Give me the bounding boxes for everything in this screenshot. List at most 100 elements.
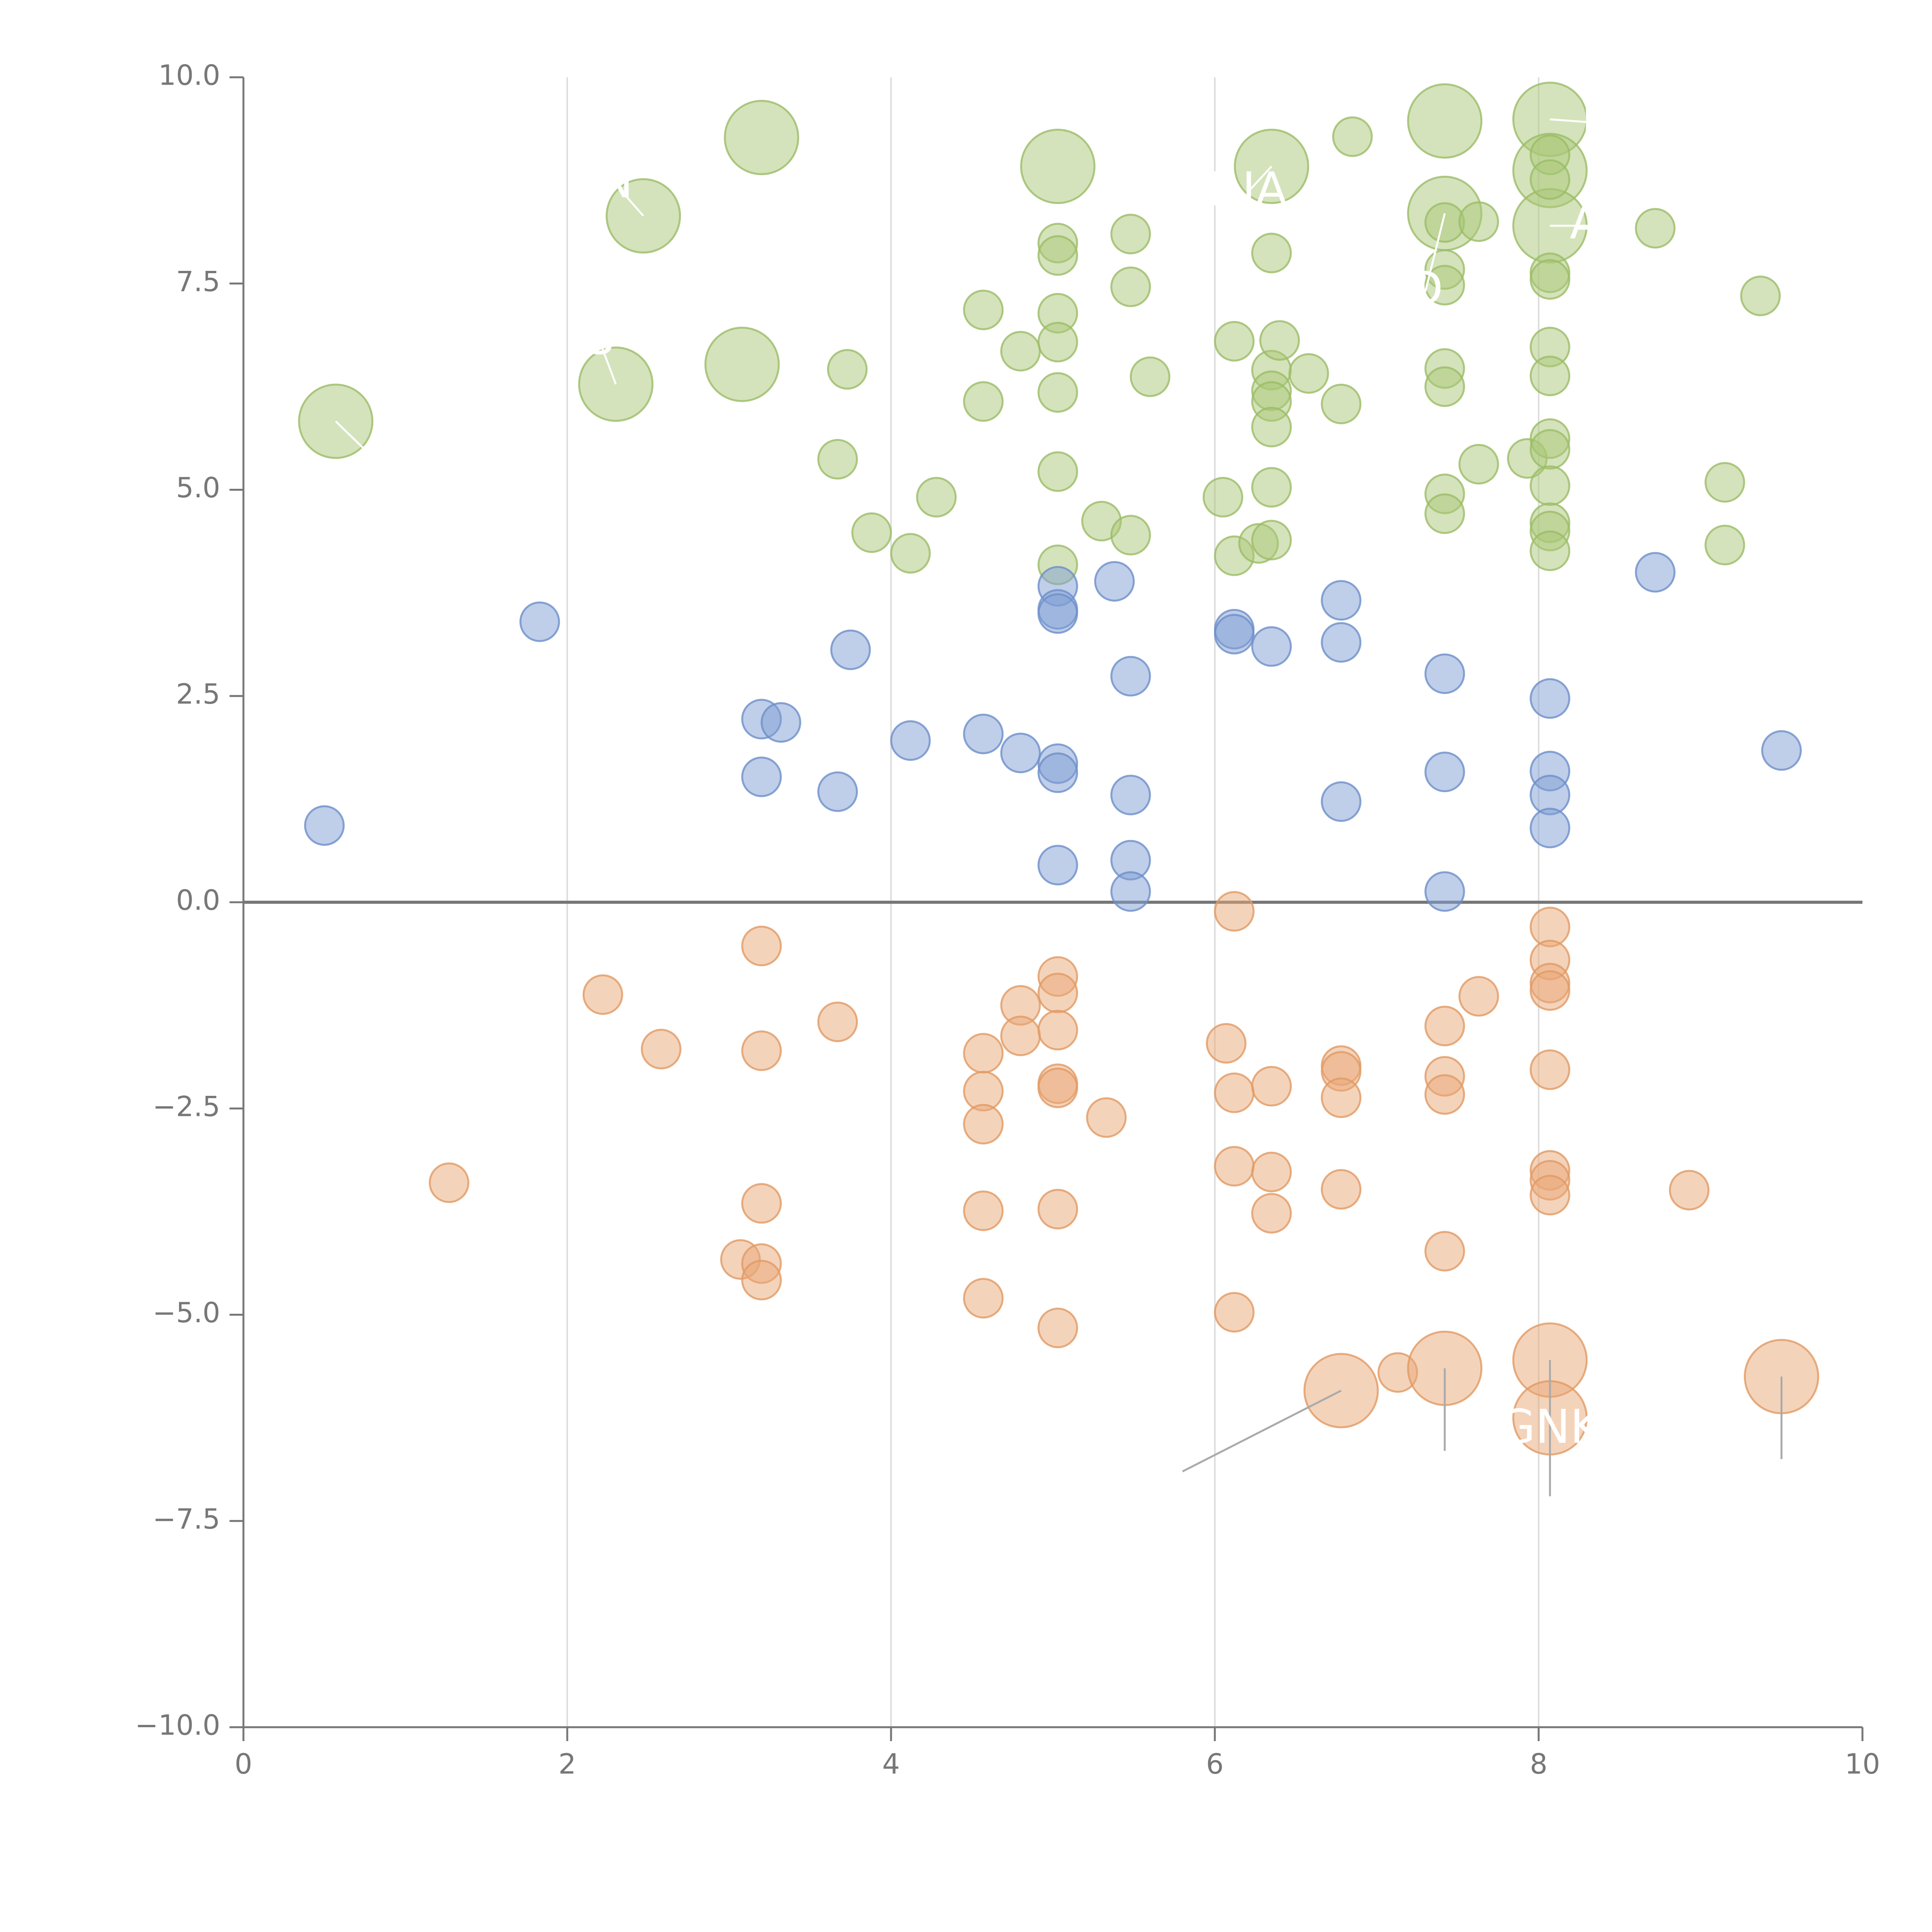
data-point [741, 756, 782, 797]
data-point [1407, 83, 1483, 159]
data-point [1424, 871, 1465, 912]
data-point [963, 1278, 1004, 1319]
data-point [963, 1190, 1004, 1231]
point-label: N [599, 155, 633, 208]
x-tick-label: 2 [558, 1748, 576, 1780]
data-point [1037, 973, 1078, 1014]
data-point [641, 1029, 682, 1070]
data-points [298, 82, 1819, 1456]
data-point [1704, 462, 1745, 503]
data-point [429, 1162, 469, 1203]
data-point [1110, 266, 1151, 307]
data-point [1321, 1169, 1362, 1210]
data-point [1321, 781, 1362, 822]
data-point [1020, 129, 1096, 204]
x-tick-label: 8 [1530, 1748, 1548, 1780]
data-point [1129, 356, 1170, 397]
data-point [1251, 1151, 1292, 1192]
data-point [1529, 1175, 1570, 1216]
data-point [963, 1033, 1004, 1074]
data-point [1529, 678, 1570, 719]
data-point [1251, 406, 1292, 447]
x-tick-label: 10 [1845, 1748, 1880, 1780]
data-point [963, 381, 1004, 422]
data-point [1529, 970, 1570, 1011]
data-point [519, 601, 560, 642]
y-tick-label: −5.0 [153, 1296, 220, 1329]
data-point [1251, 467, 1292, 508]
data-point [1704, 525, 1745, 566]
data-point [1424, 202, 1465, 243]
data-point [1458, 444, 1499, 485]
data-point [1424, 1005, 1465, 1046]
data-point [1110, 656, 1151, 697]
data-point [1259, 320, 1300, 361]
data-point [1321, 383, 1362, 424]
axes: 10.0 7.5 5.0 2.5 0.0 −2.5 −5.0 −7.5 −10.0 0 2 4 6 8 10 [135, 59, 1880, 1780]
data-point [1321, 580, 1362, 621]
leader-line [615, 184, 644, 217]
y-tick-label: 10.0 [158, 59, 220, 92]
data-point [1529, 159, 1570, 200]
data-point [890, 720, 931, 761]
data-point [1761, 730, 1802, 771]
data-point [1251, 1066, 1292, 1107]
data-point [1251, 520, 1292, 561]
point-label: D [1407, 262, 1443, 316]
leader-line [599, 341, 617, 385]
data-point [760, 702, 801, 743]
data-point [1110, 214, 1151, 255]
data-point [1529, 259, 1570, 300]
data-point [1251, 233, 1292, 274]
data-point [963, 1104, 1004, 1145]
data-point [1740, 276, 1781, 316]
y-tick-label: −10.0 [135, 1709, 220, 1742]
data-point [1635, 552, 1676, 593]
data-point [1635, 208, 1676, 249]
data-point [827, 349, 868, 390]
point-label: INA [1207, 163, 1287, 217]
data-point [963, 289, 1004, 330]
data-point [1110, 774, 1151, 815]
x-tick-label: 4 [882, 1748, 900, 1780]
data-point [1321, 622, 1362, 663]
data-point [1424, 653, 1465, 694]
data-point [1037, 845, 1078, 886]
data-point [890, 533, 931, 574]
data-point [1206, 1023, 1247, 1064]
data-point [851, 512, 892, 553]
data-point [1251, 626, 1292, 667]
y-tick-label: 7.5 [176, 265, 220, 298]
data-point [1288, 353, 1329, 394]
point-label: B [373, 444, 405, 497]
data-point [817, 771, 858, 812]
data-point [1332, 116, 1373, 157]
data-point [1214, 1072, 1255, 1113]
data-point [1529, 355, 1570, 396]
data-point [1321, 1077, 1362, 1118]
data-point [1037, 1308, 1078, 1349]
data-point [582, 974, 623, 1015]
y-tick-label: −7.5 [153, 1503, 220, 1535]
data-point [1424, 1231, 1465, 1272]
y-tick-label: 0.0 [176, 884, 220, 917]
data-point [1669, 1170, 1710, 1211]
data-point [1251, 1193, 1292, 1234]
y-tick-label: 2.5 [176, 678, 220, 710]
data-point [1529, 465, 1570, 506]
data-point [1037, 1010, 1078, 1051]
data-point [1529, 530, 1570, 571]
data-point [1086, 1097, 1127, 1138]
data-point [704, 327, 780, 402]
leader-line [1424, 213, 1446, 292]
data-point [916, 477, 957, 518]
point-label: GNK [1500, 1400, 1602, 1454]
x-tick-label: 6 [1206, 1748, 1224, 1780]
y-tick-label: 5.0 [176, 471, 220, 504]
data-point [1529, 808, 1570, 849]
data-point [1424, 752, 1465, 793]
data-point [1529, 429, 1570, 470]
leader-line [1182, 1389, 1342, 1473]
data-point [741, 1260, 782, 1301]
